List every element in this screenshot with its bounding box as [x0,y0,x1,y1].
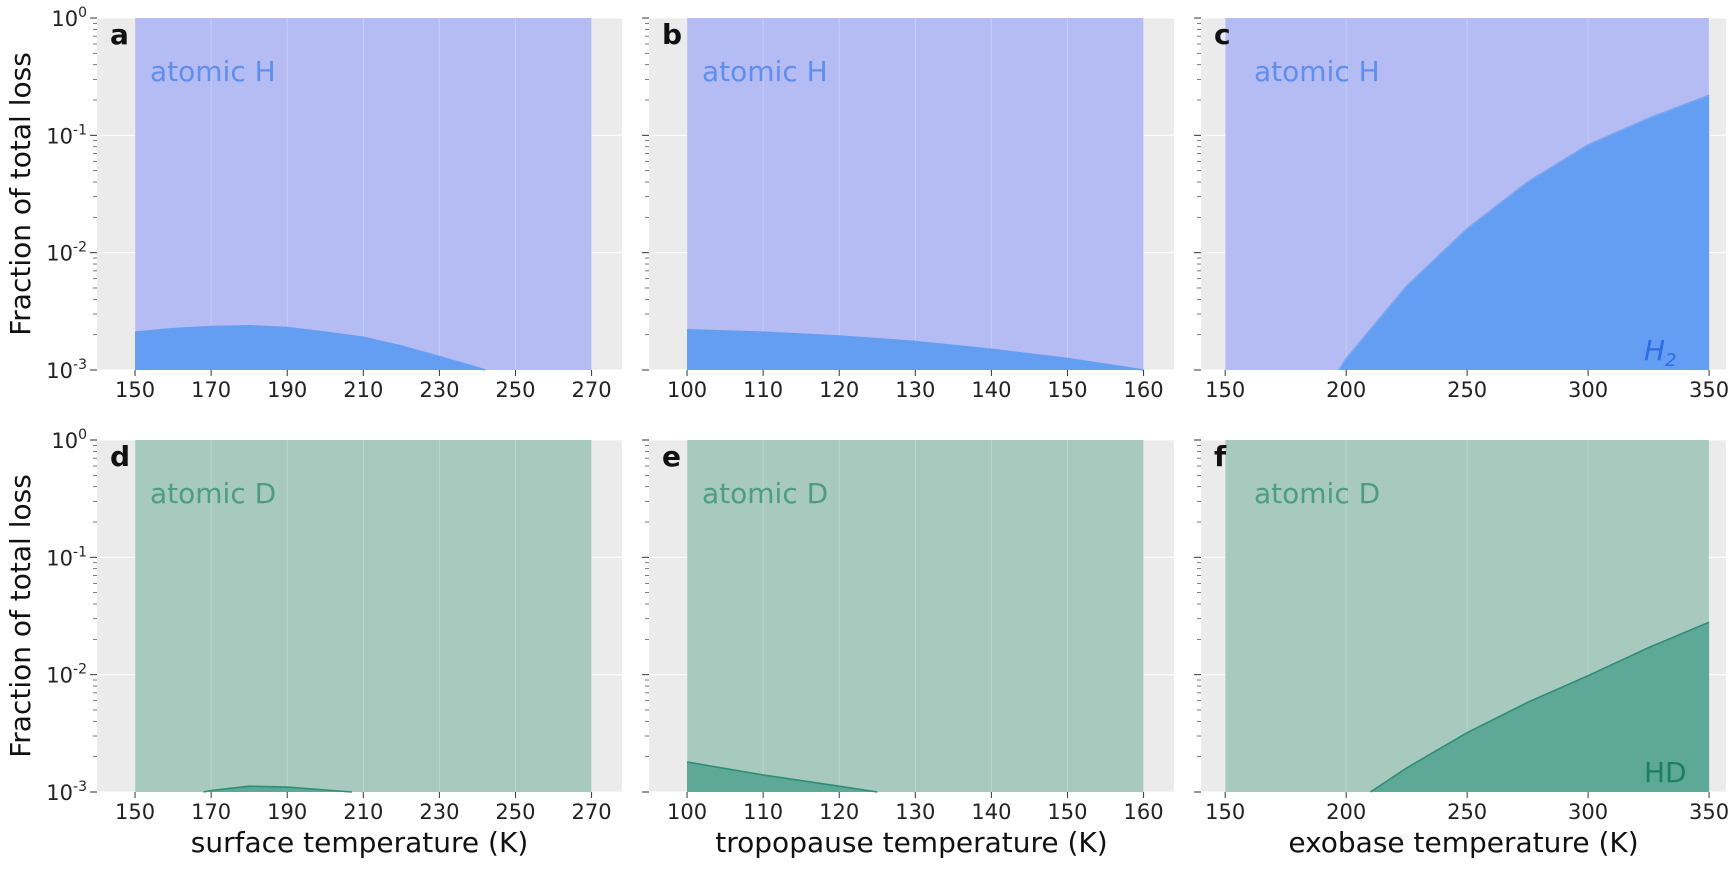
x-tick-label: 350 [1689,378,1729,402]
species-label-major: atomic H [702,55,828,88]
x-tick-label: 130 [895,378,935,402]
x-tick-label: 140 [971,378,1011,402]
x-tick-label: 120 [819,378,859,402]
x-tick-label: 250 [495,378,535,402]
panel-b: 100 110 120 130 140 150 160 b atomic H [642,17,1174,402]
x-tick-label: 150 [115,378,155,402]
y-tick-label: 10-2 [46,240,87,266]
y-tick-label: 10-3 [46,779,87,805]
x-tick-label: 150 [1205,378,1245,402]
x-tick-label: 250 [1447,800,1487,824]
minor-boundary-line [203,785,352,793]
panel-letter: c [1214,18,1231,51]
x-tick-label: 230 [419,378,459,402]
area-minor [135,325,485,370]
y-tick-label: 10-1 [46,544,87,570]
minor-boundary-line [686,761,878,793]
x-tick-label: 270 [572,800,612,824]
x-tick-label: 190 [267,800,307,824]
x-tick-label: 270 [572,378,612,402]
x-tick-label: 200 [1326,378,1366,402]
species-label-major: atomic D [702,477,828,510]
x-tick-label: 150 [1205,800,1245,824]
panel-letter: e [662,440,681,473]
x-tick-label: 150 [1047,378,1087,402]
minor-boundary-line [134,324,486,371]
x-tick-label: 230 [419,800,459,824]
species-label-major: atomic H [150,55,276,88]
area-minor [1338,95,1710,370]
y-tick-label: 100 [51,5,87,31]
x-tick-label: 130 [895,800,935,824]
x-axis-label: exobase temperature (K) [1288,826,1638,859]
y-axis-label: Fraction of total loss [4,52,37,336]
panel-a: 150 170 190 210 230 250 270 10-3 10-2 10-1 100 aato… [4,5,622,402]
y-tick-label: 10-2 [46,662,87,688]
x-tick-label: 160 [1124,378,1164,402]
panel-letter: b [662,18,682,51]
y-tick-label: 10-3 [46,357,87,383]
x-tick-label: 120 [819,800,859,824]
x-tick-label: 110 [743,378,783,402]
area-total [135,440,592,792]
minor-boundary-line [1369,621,1710,793]
panel-e: 100 110 120 130 140 150 160 e atomic D tropopause… [642,439,1174,859]
x-axis-label: surface temperature (K) [191,826,529,859]
x-tick-label: 200 [1326,800,1366,824]
panel-letter: a [110,18,129,51]
x-tick-label: 160 [1124,800,1164,824]
area-total [687,18,1144,370]
area-total [135,18,592,370]
species-label-major: atomic H [1254,55,1380,88]
y-tick-label: 10-1 [46,122,87,148]
x-tick-label: 210 [343,378,383,402]
x-tick-label: 300 [1568,800,1608,824]
minor-boundary-line [1338,94,1710,371]
species-label-major: atomic D [1254,477,1380,510]
y-axis-label: Fraction of total loss [4,474,37,758]
x-tick-label: 170 [191,378,231,402]
area-minor [687,762,878,792]
panel-d: 150 170 190 210 230 250 270 10-3 10-2 10-1 100 dato… [4,427,622,859]
panel-letter: f [1214,440,1227,473]
x-tick-label: 110 [743,800,783,824]
x-tick-label: 250 [495,800,535,824]
x-tick-label: 250 [1447,378,1487,402]
x-tick-label: 150 [115,800,155,824]
x-tick-label: 170 [191,800,231,824]
species-label-minor: H2 [1644,334,1677,371]
x-tick-label: 100 [667,800,707,824]
y-tick-label: 100 [51,427,87,453]
x-tick-label: 210 [343,800,383,824]
area-total [687,440,1144,792]
x-tick-label: 140 [971,800,1011,824]
minor-boundary-line [686,329,1144,371]
x-tick-label: 100 [667,378,707,402]
panel-c: 150 200 250 300 350 c atomic H H2 [1194,17,1729,402]
area-minor [1370,622,1710,792]
x-tick-label: 350 [1689,800,1729,824]
x-tick-label: 300 [1568,378,1608,402]
area-minor [687,329,1144,370]
species-label-minor: HD [1644,756,1687,789]
x-axis-label: tropopause temperature (K) [715,826,1107,859]
x-tick-label: 190 [267,378,307,402]
x-tick-label: 150 [1047,800,1087,824]
panel-f: 150 200 250 300 350 f atomic D HD exobase temper… [1194,439,1729,859]
panel-letter: d [110,440,130,473]
species-label-major: atomic D [150,477,276,510]
